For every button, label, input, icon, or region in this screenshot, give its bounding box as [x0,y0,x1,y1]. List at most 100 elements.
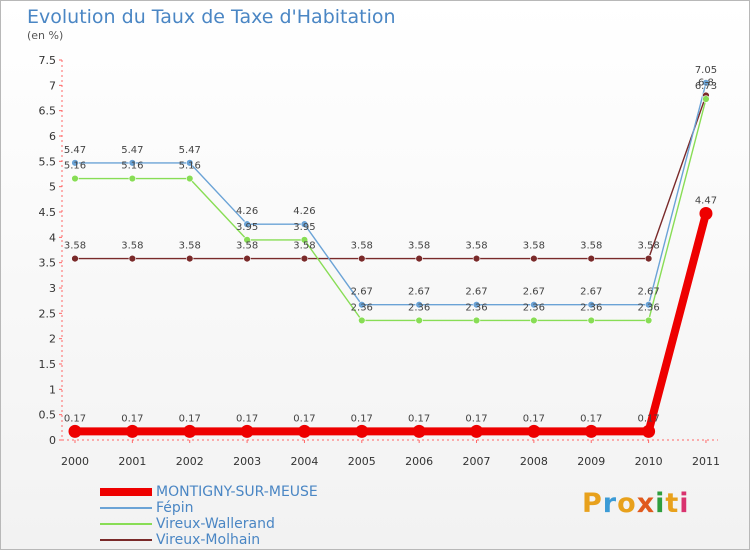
chart-data-labels: 0.17 0.17 0.17 0.17 0.17 0.17 0.17 0.17 0.17 0.17… [64,65,717,425]
y-tick-label: 2 [49,333,56,346]
data-point [642,424,656,438]
legend-swatch [100,488,152,496]
data-label: 2.36 [408,302,430,313]
chart-series-lines [71,82,710,436]
chart-subtitle: (en %) [27,29,64,42]
logo-letter: r [602,488,618,519]
data-point [358,254,366,263]
data-label: 2.67 [523,287,545,298]
y-tick-label: 1 [49,383,56,396]
data-point [587,301,595,309]
data-label: 6.73 [695,81,717,92]
data-point [644,316,653,325]
data-label: 5.47 [64,145,86,156]
data-point [71,159,79,167]
series-line [74,82,707,306]
data-point [587,254,595,263]
series-line [74,98,707,322]
legend-swatch [100,539,152,541]
y-tick-label: 7.5 [39,54,57,67]
data-point [472,301,481,309]
data-label: 3.58 [637,241,659,252]
data-point [415,254,423,263]
legend-swatch [100,523,152,525]
data-label: 2.36 [351,302,373,313]
data-label: 0.17 [121,413,143,424]
x-tick-label: 2009 [577,455,605,468]
logo-letter: t [665,488,680,519]
data-label: 3.95 [236,222,258,233]
data-point [128,254,137,263]
data-label: 5.47 [179,145,201,156]
x-tick-label: 2011 [692,455,720,468]
x-tick-label: 2003 [233,455,261,468]
x-tick-label: 2007 [463,455,491,468]
legend-item: MONTIGNY-SUR-MEUSE [100,484,318,500]
logo-letter: i [655,488,666,519]
logo-letter: x [636,488,656,519]
data-point [355,424,369,438]
data-label: 4.26 [293,206,315,217]
data-label: 0.17 [64,413,86,424]
data-label: 4.47 [695,196,717,207]
data-point [297,424,311,438]
legend-item: Vireux-Wallerand [100,516,318,532]
y-tick-label: 6 [49,130,56,143]
series-line [74,94,707,260]
data-label: 6.8 [698,77,714,88]
data-label: 5.16 [64,161,86,172]
x-tick-label: 2006 [405,455,433,468]
data-point [358,301,366,309]
data-point [186,174,194,183]
x-tick-label: 2005 [348,455,376,468]
data-label: 5.16 [121,161,143,172]
y-tick-label: 4 [49,231,56,244]
data-point [587,316,595,325]
x-tick-label: 2004 [290,455,318,468]
data-point [699,207,713,221]
legend-label: MONTIGNY-SUR-MEUSE [156,484,318,500]
x-tick-label: 2000 [61,455,89,468]
legend-item: Fépin [100,500,318,516]
legend-swatch [100,507,152,509]
series-line [71,209,710,436]
data-label: 2.67 [637,287,659,298]
data-point [128,174,137,183]
y-tick-label: 5 [49,181,56,194]
data-point [527,424,541,438]
data-point [186,159,194,167]
data-label: 2.36 [523,302,545,313]
data-label: 5.47 [121,145,143,156]
y-tick-label: 3 [49,282,56,295]
data-label: 2.67 [408,287,430,298]
y-tick-label: 3.5 [39,257,57,270]
logo-letter: P [582,488,603,519]
data-label: 0.17 [179,413,201,424]
data-point [472,316,481,325]
data-label: 3.58 [64,241,86,252]
data-point [71,174,79,183]
data-point [240,424,254,438]
data-point [584,424,598,438]
y-tick-label: 0.5 [39,409,57,422]
data-point [71,254,79,263]
chart-legend: MONTIGNY-SUR-MEUSE Fépin Vireux-Wallerand V… [100,484,318,548]
data-point [300,220,309,228]
data-point [702,95,710,103]
y-tick-label: 7 [49,79,56,92]
y-tick-label: 0 [49,434,56,447]
data-label: 2.36 [637,302,659,313]
data-point [186,254,194,263]
data-label: 3.58 [580,241,602,252]
data-label: 0.17 [580,413,602,424]
data-point [300,236,309,244]
logo-letter: o [617,488,637,519]
chart-axes: 0 0.5 1 1.5 2 2.5 3 3.5 4 4.5 5 5.5 6 6.5 7 7.5 2000 2001… [39,54,720,468]
chart-series-points [68,79,713,438]
data-point [243,236,251,244]
data-label: 0.17 [351,413,373,424]
data-label: 3.58 [121,241,143,252]
data-point [243,220,251,228]
